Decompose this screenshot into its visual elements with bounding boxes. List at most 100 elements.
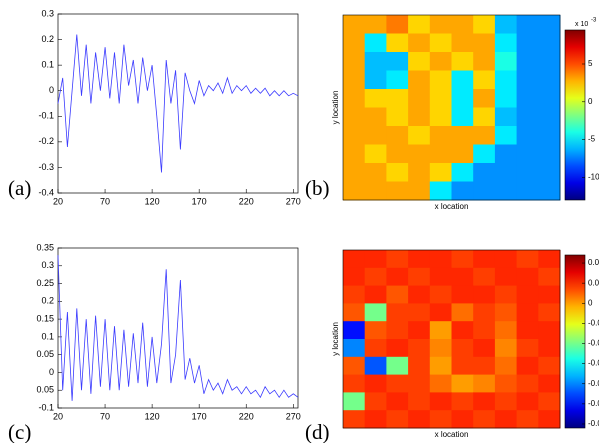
- heatmap-cell: [429, 15, 452, 34]
- heatmap-cell: [386, 107, 409, 127]
- heatmap-cell: [473, 52, 496, 71]
- heatmap-cell: [408, 392, 431, 411]
- heatmap-cell: [451, 267, 474, 287]
- heatmap-cell: [343, 163, 366, 182]
- heatmap-cell: [386, 321, 409, 340]
- heatmap-cell: [429, 89, 452, 108]
- heatmap-cell: [343, 181, 366, 201]
- heatmap-cell: [429, 374, 452, 393]
- panel-label: (c): [8, 420, 31, 443]
- heatmap-cell: [516, 89, 539, 108]
- heatmap-cell: [429, 126, 452, 145]
- heatmap-cell: [494, 15, 518, 34]
- heatmap-cell: [386, 410, 409, 429]
- colorbar-tick-label: -0.01: [588, 359, 599, 368]
- colorbar-multiplier: x 10: [575, 21, 588, 28]
- y-tick-label: -0.1: [38, 111, 54, 121]
- heatmap-cell: [343, 374, 366, 393]
- y-tick-label: 0.3: [41, 260, 54, 270]
- heatmap-cell: [343, 144, 366, 164]
- panel-label: (d): [305, 420, 330, 443]
- heatmap-cell: [494, 52, 518, 71]
- heatmap-cell: [516, 126, 539, 145]
- heatmap-cell: [473, 374, 496, 393]
- line-series: [57, 34, 299, 173]
- heatmap-cell: [516, 374, 539, 393]
- heatmap-cell: [494, 356, 518, 376]
- line-series: [57, 255, 299, 401]
- heatmap-cell: [516, 70, 539, 90]
- heatmap-cell: [364, 89, 387, 108]
- heatmap-cell: [429, 267, 452, 287]
- heatmap-cell: [408, 356, 431, 376]
- x-tick-label: 120: [145, 196, 160, 206]
- panel-label: (a): [8, 176, 31, 200]
- panel-label: (b): [305, 176, 330, 200]
- heatmap-cell: [364, 250, 387, 269]
- heatmap-cell: [516, 15, 539, 34]
- x-tick-label: 70: [100, 411, 110, 421]
- heatmap-cell: [538, 89, 561, 108]
- heatmap-cell: [538, 410, 561, 429]
- heatmap-cell: [364, 181, 387, 201]
- heatmap-cell: [408, 339, 431, 358]
- colorbar-tick-label: 5: [588, 59, 593, 68]
- heatmap-cell: [429, 52, 452, 71]
- heatmap-cell: [429, 410, 452, 429]
- heatmap-cell: [451, 52, 474, 71]
- heatmap-cell: [429, 339, 452, 358]
- heatmap-cell: [494, 144, 518, 164]
- heatmap-cell: [516, 285, 539, 304]
- heatmap-cell: [364, 126, 387, 145]
- heatmap-cell: [386, 70, 409, 90]
- y-tick-label: 0: [49, 85, 54, 95]
- heatmap-cell: [343, 356, 366, 376]
- x-axis-label: x location: [435, 430, 469, 439]
- heatmap-cell: [451, 33, 474, 53]
- heatmap-cell: [408, 70, 431, 90]
- heatmap-cell: [386, 356, 409, 376]
- heatmap-cell: [451, 70, 474, 90]
- heatmap-cell: [473, 107, 496, 127]
- heatmap-cell: [451, 107, 474, 127]
- heatmap-cell: [473, 356, 496, 376]
- heatmap-cell: [538, 52, 561, 71]
- heatmap-cell: [494, 374, 518, 393]
- heatmap-cell: [386, 181, 409, 201]
- heatmap-cell: [408, 267, 431, 287]
- heatmap-cell: [386, 52, 409, 71]
- x-axis-label: x location: [435, 202, 469, 211]
- heatmap-cell: [386, 126, 409, 145]
- heatmap-cell: [451, 89, 474, 108]
- colorbar-tick-label: 0.005: [588, 278, 599, 287]
- heatmap-cell: [538, 144, 561, 164]
- plot-frame: [57, 247, 299, 409]
- y-tick-label: 0.3: [41, 8, 54, 18]
- heatmap-cell: [364, 303, 387, 322]
- heatmap-cell: [473, 321, 496, 340]
- heatmap-frame: [342, 249, 561, 429]
- x-tick-label: 220: [239, 411, 254, 421]
- heatmap-cell: [473, 303, 496, 322]
- heatmap-cell: [408, 89, 431, 108]
- heatmap-cell: [451, 144, 474, 164]
- heatmap-cell: [386, 285, 409, 304]
- heatmap-cell: [538, 163, 561, 182]
- heatmap-cell: [364, 15, 387, 34]
- y-tick-label: 0.05: [36, 349, 54, 359]
- heatmap-cell: [386, 374, 409, 393]
- heatmap-cell: [429, 33, 452, 53]
- heatmap-cell: [473, 267, 496, 287]
- heatmap-cell: [451, 15, 474, 34]
- heatmap-cell: [494, 33, 518, 53]
- heatmap-cell: [451, 392, 474, 411]
- heatmap-cell: [494, 126, 518, 145]
- heatmap-cell: [494, 70, 518, 90]
- heatmap-cell: [364, 33, 387, 53]
- y-tick-label: -0.1: [38, 402, 54, 412]
- heatmap-cell: [473, 126, 496, 145]
- heatmap-cell: [516, 144, 539, 164]
- colorbar-tick-label: -0.02: [588, 379, 599, 388]
- heatmap-cell: [386, 15, 409, 34]
- heatmap-cell: [494, 392, 518, 411]
